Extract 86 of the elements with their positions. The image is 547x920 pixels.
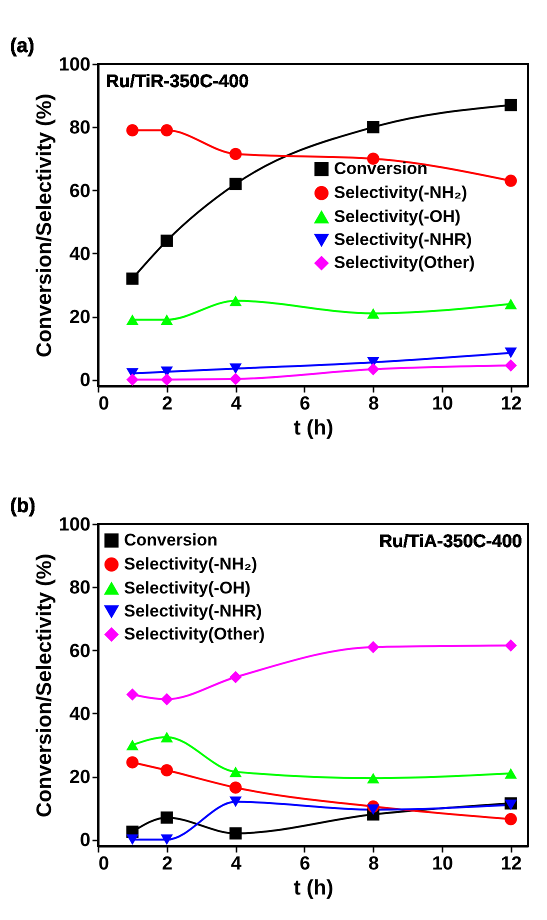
point	[160, 314, 173, 326]
point	[504, 298, 517, 310]
text: (b)	[10, 495, 36, 517]
x-tick-label: 0	[98, 854, 110, 874]
y-tick-label: 60	[69, 640, 90, 662]
point	[126, 834, 139, 845]
legend-label: Selectivity(Other)	[334, 253, 475, 272]
legend-label: Selectivity(-OH)	[124, 578, 251, 598]
x-tick-label: 8	[368, 394, 379, 414]
y-tick-label: 80	[69, 118, 90, 139]
point	[126, 740, 139, 750]
point	[160, 374, 173, 386]
point	[229, 178, 242, 190]
point	[367, 308, 380, 319]
x-tick-label: 10	[432, 394, 454, 414]
point	[367, 640, 380, 654]
y-tick-label: 20	[69, 307, 90, 328]
y-axis-title: Conversion/Selectivity (%)	[32, 554, 56, 818]
x-axis-title: t (h)	[294, 876, 334, 900]
legend-label: Conversion	[124, 530, 218, 550]
point	[504, 98, 517, 112]
point	[160, 732, 173, 742]
legend-label: Selectivity(-NH₂)	[124, 554, 258, 574]
point	[504, 639, 517, 652]
y-tick-label: 0	[80, 370, 90, 392]
y-axis-title: Conversion/Selectivity (%)	[32, 94, 56, 358]
point	[160, 234, 173, 247]
point	[126, 314, 139, 326]
point	[367, 772, 380, 784]
point	[229, 295, 242, 306]
point	[504, 359, 517, 372]
x-tick-label: 4	[230, 854, 242, 874]
point	[126, 272, 139, 285]
point	[367, 804, 380, 815]
y-tick-label: 100	[58, 54, 90, 76]
legend-label: Conversion	[334, 159, 428, 178]
x-tick-label: 8	[368, 854, 379, 874]
point	[229, 372, 242, 386]
point	[504, 768, 517, 779]
point	[160, 834, 173, 845]
x-tick-label: 12	[500, 854, 522, 874]
y-tick-label: 40	[69, 244, 90, 265]
point	[504, 800, 517, 810]
x-tick-label: 6	[300, 854, 310, 874]
y-tick-label: 20	[69, 767, 90, 788]
x-tick-label: 10	[432, 854, 454, 874]
point	[504, 813, 517, 826]
point	[229, 827, 242, 840]
point	[229, 796, 242, 808]
y-tick-label: 60	[69, 180, 90, 202]
point	[126, 688, 139, 701]
text: (a)	[10, 35, 34, 57]
point	[229, 766, 242, 778]
x-axis-title: t (h)	[294, 416, 334, 440]
legend-label: Selectivity(-NHR)	[124, 602, 262, 620]
point	[229, 781, 242, 794]
point	[367, 121, 380, 134]
legend-label: Selectivity(-OH)	[334, 207, 461, 226]
point	[229, 670, 242, 684]
x-tick-label: 12	[500, 394, 522, 414]
point	[367, 363, 380, 376]
annotation: Ru/TiA-350C-400	[379, 531, 522, 551]
point	[160, 811, 173, 824]
y-tick-label: 100	[58, 514, 90, 536]
legend-label: Selectivity(Other)	[124, 624, 265, 644]
y-tick-label: 40	[69, 704, 90, 725]
x-tick-label: 2	[162, 854, 173, 874]
x-tick-label: 2	[162, 394, 173, 414]
x-tick-label: 4	[230, 394, 242, 414]
x-tick-label: 0	[98, 394, 110, 414]
point	[229, 148, 242, 160]
point	[504, 174, 517, 187]
point	[160, 124, 173, 136]
point	[126, 756, 139, 768]
point	[160, 764, 173, 776]
point	[504, 348, 517, 358]
legend-label: Selectivity(-NH₂)	[334, 183, 468, 202]
point	[126, 124, 139, 136]
y-tick-label: 0	[80, 830, 90, 852]
annotation: Ru/TiR-350C-400	[106, 71, 249, 91]
legend-label: Selectivity(-NHR)	[334, 230, 472, 250]
point	[126, 374, 139, 386]
x-tick-label: 6	[300, 394, 310, 414]
y-tick-label: 80	[69, 578, 90, 599]
point	[160, 693, 173, 706]
point	[229, 363, 242, 374]
